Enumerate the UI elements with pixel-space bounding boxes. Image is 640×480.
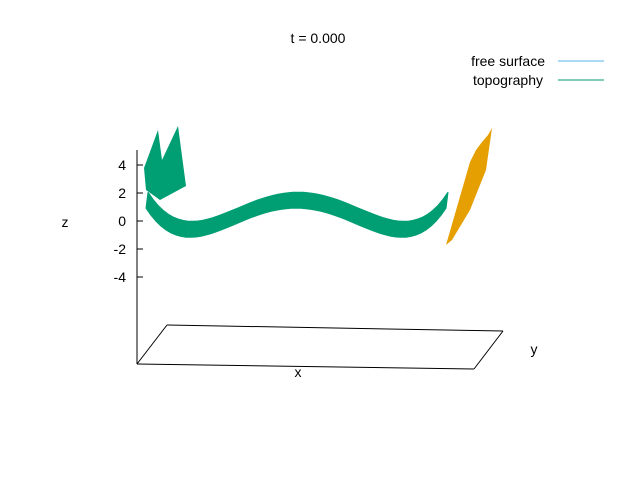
- surface-mesh-line: [215, 215, 219, 232]
- surface-mesh-line: [340, 201, 344, 218]
- surface-mesh-line: [355, 207, 359, 224]
- surface-mesh-line: [150, 199, 154, 216]
- surface-mesh-line: [425, 213, 429, 231]
- surface-mesh-line: [160, 210, 164, 227]
- surface-mesh-line: [330, 198, 334, 215]
- surface-mesh-line: [255, 199, 259, 216]
- surface-mesh-line: [345, 203, 349, 220]
- surface-mesh-line: [165, 213, 169, 231]
- surface-mesh-line: [420, 216, 424, 233]
- legend-label-free-surface: free surface: [471, 53, 545, 69]
- z-tick-label: -4: [114, 269, 127, 285]
- z-tick-label: -2: [114, 241, 127, 257]
- surface-mesh-line: [325, 196, 329, 213]
- surface-mesh-line: [225, 211, 229, 229]
- y-axis-label: y: [531, 341, 538, 357]
- surface-mesh-line: [155, 205, 159, 222]
- free-surface-tip: [446, 128, 492, 245]
- surface-mesh-line: [250, 201, 254, 218]
- surface-mesh-line: [195, 220, 199, 238]
- base-edge-back: [166, 324, 504, 332]
- free-surface-patch: [446, 128, 492, 245]
- surface-mesh-line: [295, 192, 299, 209]
- surface-mesh-line: [370, 213, 374, 231]
- z-axis-label: z: [62, 214, 69, 230]
- surface-mesh-line: [320, 195, 324, 212]
- legend: free surface topography: [471, 53, 604, 88]
- surface-mesh-line: [305, 192, 309, 209]
- surface-mesh-line: [375, 215, 379, 232]
- surface-mesh-line: [360, 209, 364, 227]
- surface-mesh-line: [170, 216, 174, 233]
- legend-label-topography: topography: [473, 72, 543, 88]
- surface-mesh-line: [190, 221, 194, 238]
- surface-mesh-line: [260, 198, 264, 215]
- base-plane: [136, 324, 504, 370]
- surface-mesh-line: [275, 194, 279, 211]
- surface-mesh-line: [240, 205, 244, 222]
- z-tick-label: 2: [118, 185, 126, 201]
- surface-mesh-line: [435, 205, 439, 222]
- surface-mesh-line: [285, 192, 289, 209]
- surface-mesh-line: [380, 217, 384, 234]
- surface-mesh-line: [395, 220, 399, 238]
- surface-mesh-line: [200, 220, 204, 237]
- z-tick-label: 0: [118, 213, 126, 229]
- surface-mesh-line: [185, 221, 189, 238]
- surface-mesh-line: [290, 192, 294, 209]
- base-edge-left: [136, 324, 168, 365]
- surface-mesh-line: [365, 211, 369, 229]
- surface-mesh-line: [390, 220, 394, 237]
- surface-mesh-line: [210, 217, 214, 234]
- surface-mesh-line: [335, 199, 339, 216]
- surface-mesh-line: [235, 207, 239, 224]
- surface-mesh-line: [220, 213, 224, 231]
- surface-mesh-line: [410, 220, 414, 237]
- surface-mesh-line: [415, 218, 419, 236]
- surface-mesh-line: [310, 193, 314, 210]
- surface-mesh-line: [205, 218, 209, 236]
- surface-mesh-line: [430, 210, 434, 227]
- surface-mesh-line: [440, 199, 444, 216]
- surface-mesh-line: [245, 203, 249, 220]
- topography-surface: [144, 126, 449, 238]
- surface-mesh-line: [350, 205, 354, 222]
- surface-mesh-line: [270, 195, 274, 212]
- surface-left-edge: [144, 126, 186, 200]
- surface-mesh-line: [400, 221, 404, 238]
- surface-mesh-line: [280, 193, 284, 210]
- base-edge-right: [473, 330, 504, 370]
- surface-mesh-line: [300, 192, 304, 209]
- z-ticks: 4 2 0 -2 -4: [114, 157, 143, 285]
- surface-mesh-line: [385, 218, 389, 236]
- surface-mesh-line: [175, 218, 179, 236]
- z-axis: 4 2 0 -2 -4: [114, 150, 143, 364]
- z-tick-label: 4: [118, 157, 126, 173]
- surface-mesh-line: [315, 194, 319, 211]
- surface-mesh-line: [145, 192, 149, 209]
- surface-mesh-line: [230, 209, 234, 227]
- surface-mesh-line: [445, 192, 449, 209]
- x-axis-label: x: [295, 364, 302, 380]
- surface-mesh-line: [180, 220, 184, 237]
- surface-mesh-line: [265, 196, 269, 213]
- chart-title: t = 0.000: [291, 30, 346, 46]
- surface-mesh-line: [405, 221, 409, 238]
- base-edge-front: [136, 363, 475, 370]
